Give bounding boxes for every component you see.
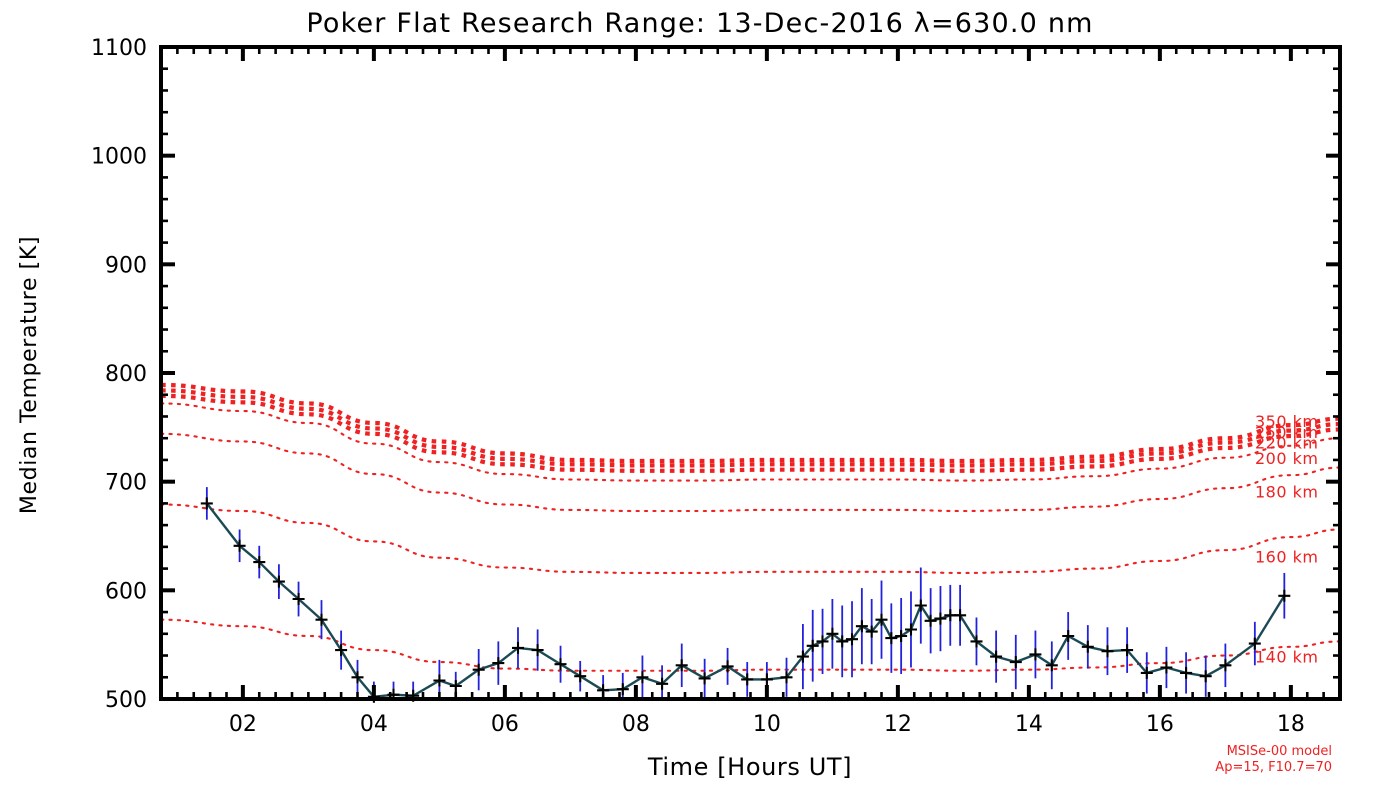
x-axis-title: Time [Hours UT] [647,753,852,781]
model-curve-160-km [159,503,1342,575]
model-curve-250-km [160,388,1341,468]
model-label-220-km: 220 km [1255,434,1318,453]
y-tick-label: 600 [105,579,147,604]
model-label-180-km: 180 km [1255,483,1318,502]
model-curves-layer [159,382,1342,672]
y-tick-label: 700 [105,471,147,496]
data-polyline [205,502,1286,699]
median-temperature-series [200,487,1291,703]
x-tick-label: 08 [622,712,650,737]
y-tick-label: 1100 [91,36,147,61]
model-annotation-line1: MSISe-00 model [1227,744,1332,759]
model-annotation-line2: Ap=15, F10.7=70 [1215,760,1332,775]
x-tick-label: 06 [491,712,519,737]
y-tick-label: 500 [105,688,147,713]
x-tick-label: 18 [1277,712,1305,737]
data-series-layer [200,487,1291,703]
model-curve-220-km [160,393,1341,473]
y-tick-label: 800 [105,362,147,387]
x-tick-label: 12 [884,712,912,737]
x-tick-label: 16 [1146,712,1174,737]
x-tick-label: 14 [1015,712,1043,737]
chart-title: Poker Flat Research Range: 13-Dec-2016 λ… [306,8,1093,39]
x-tick-label: 02 [229,712,257,737]
data-markers [200,497,1291,703]
y-tick-label: 900 [105,253,147,278]
model-curve-350-km [160,382,1341,464]
y-tick-label: 1000 [91,145,147,170]
model-curve-200-km [159,402,1342,482]
model-curve-180-km [159,432,1342,513]
x-tick-label: 10 [753,712,781,737]
y-axis-title: Median Temperature [K] [17,236,42,514]
x-tick-label: 04 [360,712,388,737]
model-label-200-km: 200 km [1255,449,1318,468]
model-label-140-km: 140 km [1255,648,1318,667]
model-label-350-km: 350 km [1255,412,1318,431]
axes-layer: 500 600 700 800 900 1000 1100 02 04 06 08 10 12 14 16 1… [91,36,1342,737]
model-label-250-km: 250 km [1255,423,1318,442]
model-label-160-km: 160 km [1255,548,1318,567]
